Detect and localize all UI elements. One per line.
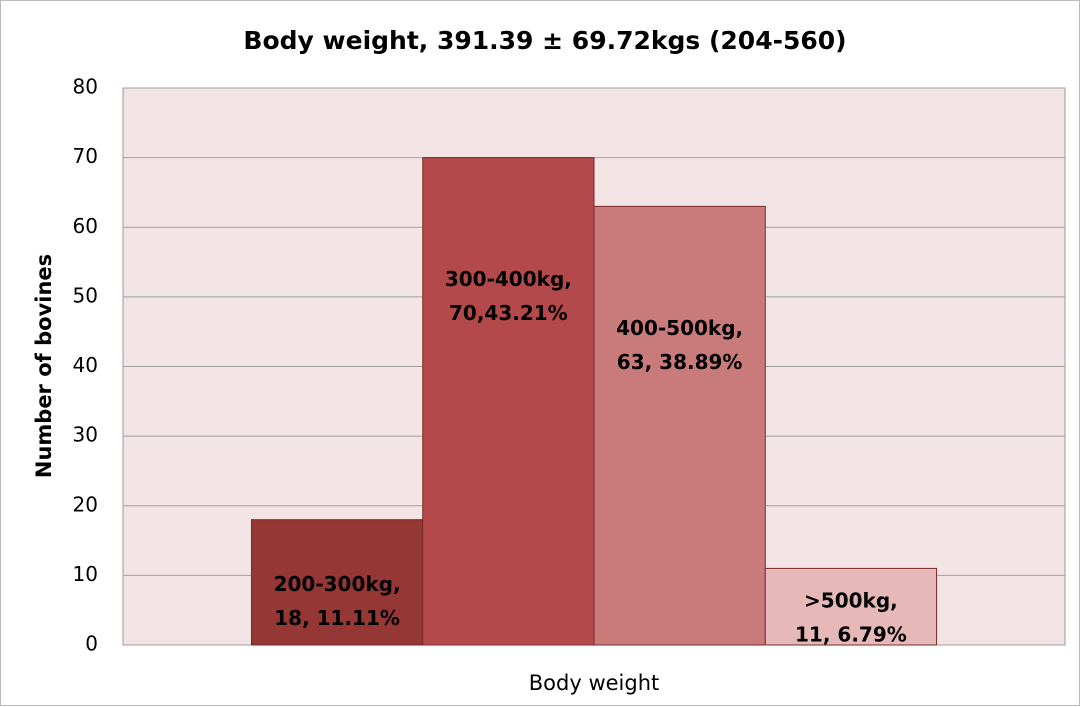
y-tick-label: 10 [73, 562, 98, 586]
bar [764, 567, 938, 646]
y-tick-label: 20 [73, 492, 98, 516]
bar [593, 205, 766, 646]
bar-value-label: 70,43.21% [449, 301, 568, 325]
y-tick-label: 60 [73, 214, 98, 238]
bar [422, 157, 595, 646]
y-tick-label: 80 [73, 75, 98, 99]
bar-value-label: 63, 38.89% [617, 350, 743, 374]
y-tick-label: 70 [73, 144, 98, 168]
chart-title: Body weight, 391.39 ± 69.72kgs (204-560) [243, 26, 846, 55]
bar-category-label: >500kg, [804, 588, 898, 612]
y-tick-label: 40 [73, 353, 98, 377]
bar [250, 519, 424, 646]
y-tick-label: 0 [85, 632, 98, 656]
y-tick-label: 30 [73, 423, 98, 447]
bar-category-label: 300-400kg, [445, 267, 572, 291]
bar-value-label: 18, 11.11% [274, 606, 400, 630]
bar-category-label: 200-300kg, [274, 572, 401, 596]
y-tick-label: 50 [73, 283, 98, 307]
bar-value-label: 11, 6.79% [795, 622, 907, 646]
x-axis-label: Body weight [529, 671, 660, 695]
bar-category-label: 400-500kg, [616, 316, 743, 340]
y-axis-label: Number of bovines [32, 254, 56, 478]
